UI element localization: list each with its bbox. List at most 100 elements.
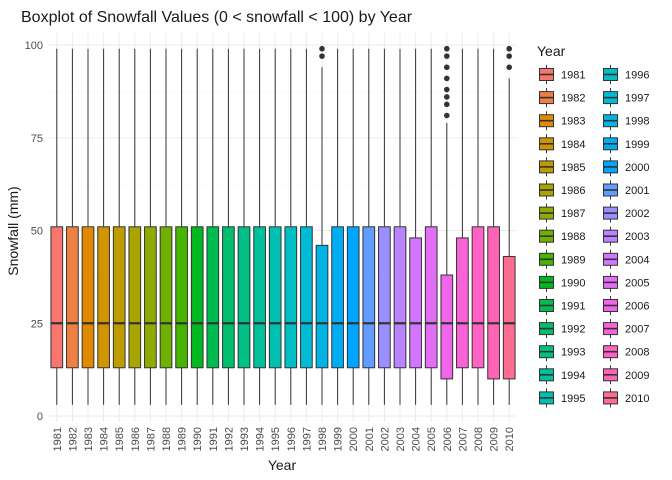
box-1995 bbox=[268, 48, 282, 405]
legend-item-1982: 1982 bbox=[539, 88, 585, 108]
box-body bbox=[471, 226, 485, 369]
box-1997 bbox=[300, 48, 313, 405]
x-axis-ticks: 1981 1982 1983 1984 1985 1986 1987 1988 1989 1990… bbox=[52, 427, 516, 451]
box-body bbox=[378, 226, 391, 369]
box-body bbox=[237, 226, 251, 369]
legend-label: 2007 bbox=[625, 324, 649, 336]
x-tick-label: 1983 bbox=[83, 427, 95, 451]
x-tick-label: 1987 bbox=[145, 427, 157, 451]
legend-item-1996: 1996 bbox=[603, 65, 649, 84]
y-tick-label: 25 bbox=[31, 318, 43, 330]
legend-label: 1986 bbox=[561, 185, 585, 197]
box-2005 bbox=[424, 48, 438, 405]
x-tick-label: 1991 bbox=[208, 427, 220, 451]
box-1996 bbox=[284, 48, 298, 405]
legend-label: 2008 bbox=[625, 347, 649, 359]
x-tick-label: 2003 bbox=[395, 427, 407, 451]
legend-item-2003: 2003 bbox=[603, 226, 649, 246]
y-tick-label: 0 bbox=[37, 411, 43, 423]
x-tick-label: 1999 bbox=[333, 427, 345, 451]
outlier-point bbox=[506, 45, 512, 52]
y-tick-label: 50 bbox=[31, 226, 43, 238]
chart-title: Boxplot of Snowfall Values (0 < snowfall… bbox=[21, 9, 413, 26]
x-axis-title: Year bbox=[268, 457, 297, 473]
box-1998 bbox=[315, 45, 329, 405]
x-tick-label: 1984 bbox=[99, 427, 111, 451]
legend-label: 1982 bbox=[561, 93, 585, 105]
box-1992 bbox=[222, 48, 235, 405]
box-body bbox=[300, 226, 313, 369]
x-tick-label: 1988 bbox=[161, 427, 173, 451]
box-1985 bbox=[112, 48, 126, 405]
box-body bbox=[190, 226, 204, 369]
box-1987 bbox=[144, 48, 157, 405]
legend-label: 2000 bbox=[625, 162, 649, 174]
box-body bbox=[362, 226, 376, 369]
x-tick-label: 1992 bbox=[223, 427, 235, 451]
x-tick-label: 1998 bbox=[317, 427, 329, 451]
box-1981 bbox=[50, 48, 64, 405]
legend: 1981 1982 1983 1984 1985 1986 1987 1988 1989 1990… bbox=[539, 65, 649, 408]
x-tick-label: 2001 bbox=[364, 427, 376, 451]
x-tick-label: 1997 bbox=[301, 427, 313, 451]
legend-label: 1985 bbox=[561, 162, 585, 174]
legend-label: 1997 bbox=[625, 93, 649, 105]
box-1989 bbox=[175, 48, 188, 405]
box-2003 bbox=[393, 48, 407, 405]
box-body bbox=[253, 226, 266, 369]
legend-item-1988: 1988 bbox=[539, 226, 585, 246]
box-2002 bbox=[378, 48, 391, 405]
outlier-point bbox=[444, 45, 450, 52]
box-body bbox=[97, 226, 110, 369]
legend-item-1985: 1985 bbox=[539, 157, 585, 177]
legend-label: 1984 bbox=[561, 139, 585, 151]
outlier-point bbox=[444, 112, 450, 119]
box-body bbox=[144, 226, 157, 369]
legend-item-1990: 1990 bbox=[539, 272, 585, 292]
legend-label: 2010 bbox=[625, 393, 649, 405]
legend-label: 1995 bbox=[561, 393, 585, 405]
box-1986 bbox=[128, 48, 142, 405]
outlier-point bbox=[444, 101, 450, 108]
x-tick-label: 2007 bbox=[457, 427, 469, 451]
x-tick-label: 1982 bbox=[67, 427, 79, 451]
legend-label: 1989 bbox=[561, 254, 585, 266]
legend-label: 1987 bbox=[561, 208, 585, 220]
legend-label: 1991 bbox=[561, 301, 585, 313]
outlier-point bbox=[319, 45, 325, 52]
legend-label: 2005 bbox=[625, 277, 649, 289]
box-1999 bbox=[331, 48, 344, 405]
legend-label: 1983 bbox=[561, 116, 585, 128]
legend-item-2004: 2004 bbox=[603, 249, 649, 269]
legend-item-1992: 1992 bbox=[539, 319, 585, 339]
legend-item-1983: 1983 bbox=[539, 111, 585, 131]
y-axis-ticks: 0 25 50 75 100 bbox=[25, 40, 43, 423]
legend-label: 2003 bbox=[625, 231, 649, 243]
legend-item-2009: 2009 bbox=[603, 365, 649, 385]
box-body bbox=[440, 274, 454, 380]
x-tick-label: 2000 bbox=[348, 427, 360, 451]
legend-label: 2006 bbox=[625, 301, 649, 313]
legend-item-1997: 1997 bbox=[603, 88, 649, 108]
box-body bbox=[315, 244, 329, 369]
legend-item-1987: 1987 bbox=[539, 203, 585, 223]
legend-item-1986: 1986 bbox=[539, 180, 585, 200]
box-body bbox=[487, 226, 500, 380]
y-axis-title: Snowfall (mm) bbox=[5, 186, 21, 275]
box-1993 bbox=[237, 48, 251, 405]
x-tick-label: 1981 bbox=[52, 427, 64, 451]
box-body bbox=[268, 226, 282, 369]
x-tick-label: 1989 bbox=[177, 427, 189, 451]
box-2009 bbox=[487, 48, 500, 405]
outlier-point bbox=[444, 94, 450, 100]
box-2008 bbox=[471, 48, 485, 405]
x-tick-label: 2006 bbox=[442, 427, 454, 451]
x-tick-label: 1995 bbox=[270, 427, 282, 451]
boxes bbox=[50, 45, 516, 405]
legend-label: 1993 bbox=[561, 347, 585, 359]
legend-label: 2009 bbox=[625, 370, 649, 382]
box-2010 bbox=[502, 45, 516, 405]
box-body bbox=[346, 226, 360, 369]
x-tick-label: 2010 bbox=[504, 427, 516, 451]
